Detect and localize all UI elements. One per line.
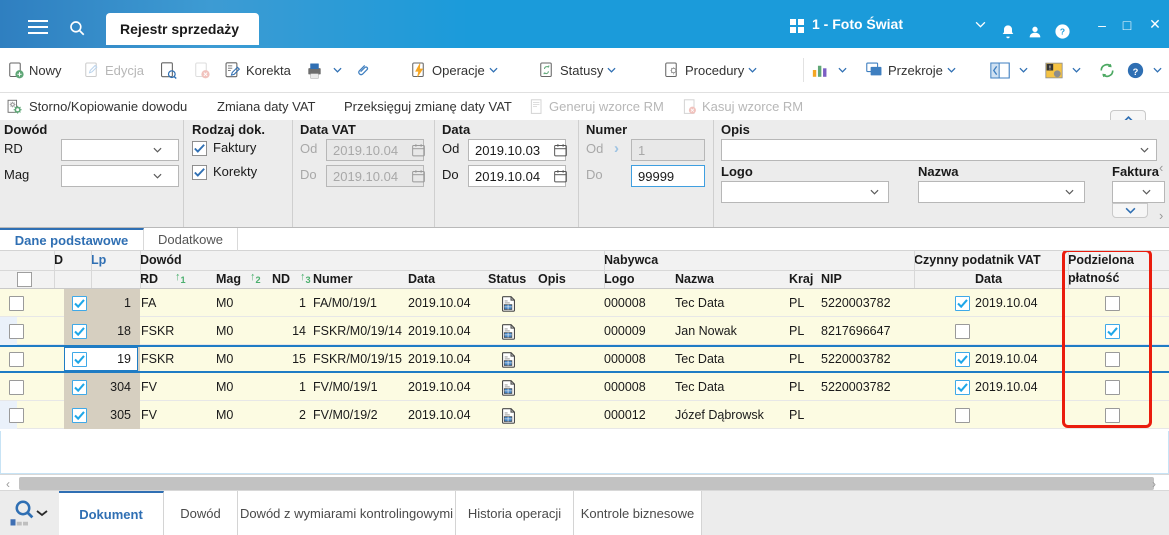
svg-text:?: ?: [1060, 27, 1065, 37]
svg-text:!: !: [1049, 65, 1051, 71]
svg-text:?: ?: [1133, 66, 1139, 76]
